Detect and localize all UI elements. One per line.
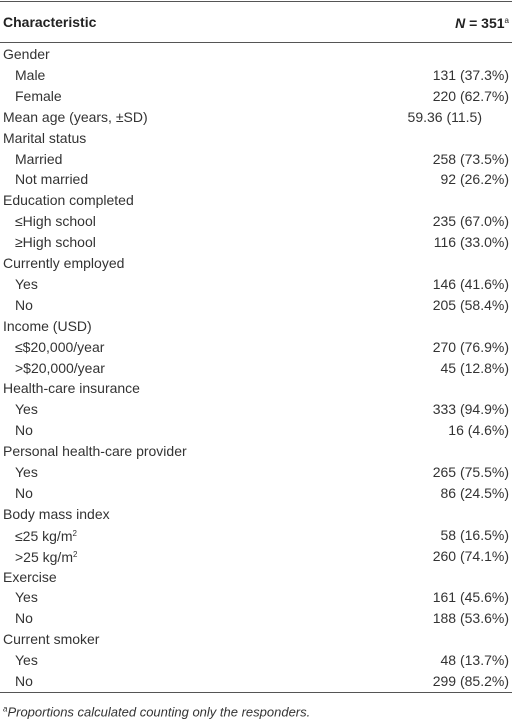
item-label-text: ≤$20,000/year <box>15 338 105 355</box>
item-label: Yes <box>15 275 38 293</box>
item-label: No <box>15 672 33 690</box>
item-label: >25 kg/m2 <box>15 546 77 566</box>
item-label-text: >$20,000/year <box>15 359 105 376</box>
item-label: >$20,000/year <box>15 359 105 377</box>
item-value: 161 (45.6%) <box>432 589 509 606</box>
item-label: Married <box>15 150 62 168</box>
item-label-text: No <box>15 673 33 689</box>
item-label-text: ≤25 kg/m <box>15 527 73 544</box>
item-label: Yes <box>15 463 38 481</box>
top-rule <box>0 1 512 2</box>
item-label: Female <box>15 87 62 105</box>
item-label: Male <box>15 66 45 84</box>
group-label: Exercise <box>3 568 57 585</box>
item-label: ≤25 kg/m2 <box>15 525 77 545</box>
header-rule <box>0 42 512 43</box>
bottom-rule <box>0 692 512 693</box>
item-label-text: >25 kg/m <box>15 548 73 565</box>
item-value: 86 (24.5%) <box>440 484 509 501</box>
item-value: 58 (16.5%) <box>440 526 509 543</box>
item-value: 258 (73.5%) <box>432 150 509 167</box>
item-label: No <box>15 484 33 502</box>
footnote: aProportions calculated counting only th… <box>3 701 310 720</box>
n-sup: a <box>504 16 509 25</box>
item-label: Yes <box>15 588 38 606</box>
item-label-text: Male <box>15 66 46 83</box>
n-symbol: N <box>455 15 466 31</box>
item-label-text: Married <box>15 150 63 167</box>
item-label-sup: 2 <box>72 549 78 559</box>
group-label: Body mass index <box>3 505 110 522</box>
item-value: 48 (13.7%) <box>440 652 509 669</box>
header-characteristic: Characteristic <box>3 14 97 30</box>
item-value: 265 (75.5%) <box>432 464 509 480</box>
item-label: No <box>15 421 33 439</box>
item-label-text: ≤High school <box>15 213 96 230</box>
group-label: Currently employed <box>3 255 125 271</box>
footnote-text: Proportions calculated counting only the… <box>7 704 311 720</box>
item-label-sup: 2 <box>72 528 77 538</box>
item-value: 16 (4.6%) <box>448 422 509 439</box>
item-label-text: ≥High school <box>15 234 96 251</box>
item-label: ≥High school <box>15 233 96 251</box>
group-label: Gender <box>3 46 50 62</box>
item-label-text: Yes <box>15 401 38 418</box>
item-label-text: Yes <box>15 464 38 480</box>
item-label-text: No <box>15 296 33 313</box>
item-value: 220 (62.7%) <box>432 87 509 104</box>
item-label: Not married <box>15 170 88 188</box>
item-label-text: Yes <box>15 589 38 606</box>
item-label: No <box>15 296 33 314</box>
item-label: Yes <box>15 651 38 669</box>
item-value: 270 (76.9%) <box>432 338 509 355</box>
item-label: ≤$20,000/year <box>15 338 104 356</box>
item-value: 235 (67.0%) <box>432 213 509 230</box>
group-label: Personal health-care provider <box>3 443 187 460</box>
group-value: 59.36 (11.5) <box>407 108 482 125</box>
item-value: 131 (37.3%) <box>432 66 509 83</box>
item-label-text: Female <box>15 87 62 104</box>
item-value: 299 (85.2%) <box>432 673 509 689</box>
item-label-text: No <box>15 422 33 439</box>
group-label: Income (USD) <box>3 317 92 334</box>
group-label: Current smoker <box>3 631 100 648</box>
item-label-text: No <box>15 610 33 627</box>
item-value: 205 (58.4%) <box>432 296 509 313</box>
item-value: 333 (94.9%) <box>432 401 509 418</box>
group-label: Mean age (years, ±SD) <box>3 108 148 125</box>
group-label: Health-care insurance <box>3 380 140 397</box>
item-label-text: Yes <box>15 652 38 669</box>
item-label: No <box>15 609 33 627</box>
item-label-text: Not married <box>15 171 89 188</box>
item-value: 45 (12.8%) <box>440 359 509 376</box>
item-value: 116 (33.0%) <box>433 234 509 251</box>
item-value: 260 (74.1%) <box>432 547 509 564</box>
item-value: 146 (41.6%) <box>432 275 509 292</box>
item-label: ≤High school <box>15 212 96 230</box>
header-n: N = 351a <box>455 12 509 32</box>
item-label-text: Yes <box>15 275 38 292</box>
footnote-sup: a <box>3 704 8 714</box>
n-text: = 351 <box>465 15 505 31</box>
item-label-text: No <box>15 484 33 501</box>
item-value: 92 (26.2%) <box>440 171 509 188</box>
group-label: Education completed <box>3 192 134 209</box>
item-label: Yes <box>15 400 38 418</box>
item-value: 188 (53.6%) <box>432 610 509 627</box>
group-label: Marital status <box>3 129 87 146</box>
